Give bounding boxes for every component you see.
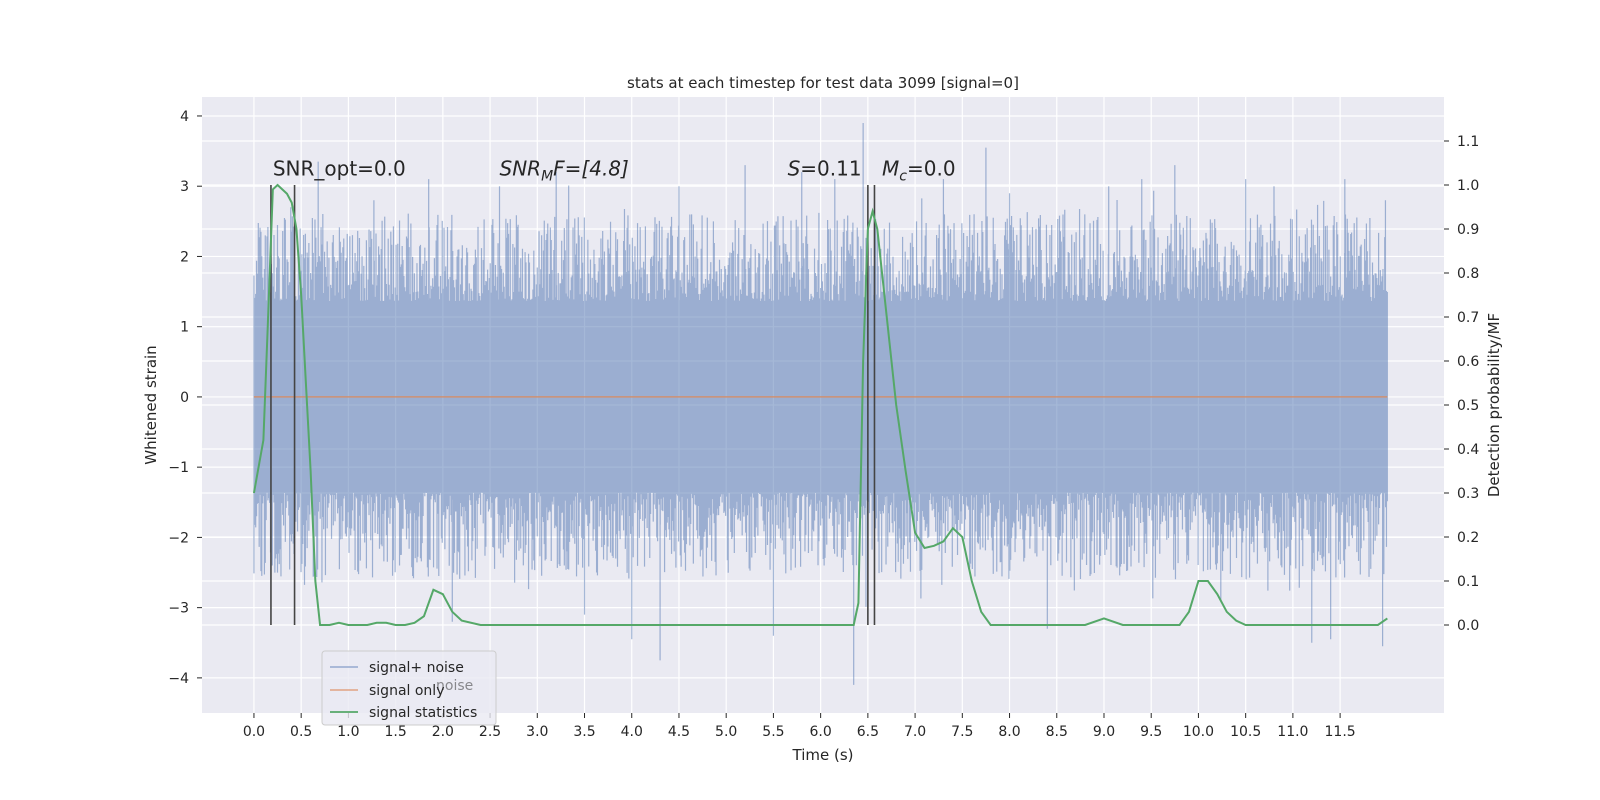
right-y-axis: 0.0 0.1 0.2 0.3 0.4 0.5 0.6 0.7 0.8 0.9 1.0 1.1 (1444, 134, 1479, 634)
left-y-axis-label: Whitened strain (142, 345, 160, 464)
right-y-tick-label: 0.3 (1457, 486, 1479, 502)
left-y-tick-label: 3 (180, 179, 189, 195)
legend-ghost-text: noise (436, 678, 473, 694)
right-y-axis-label: Detection probability/MF (1485, 313, 1503, 497)
x-tick-label: 7.0 (904, 724, 926, 740)
signal-noise-series (253, 122, 1388, 685)
x-tick-label: 3.0 (526, 724, 548, 740)
right-y-tick-label: 0.1 (1457, 574, 1479, 590)
chart-title: stats at each timestep for test data 309… (627, 74, 1019, 92)
x-tick-label: 7.5 (951, 724, 973, 740)
x-tick-label: 10.5 (1230, 724, 1261, 740)
x-tick-label: 4.5 (668, 724, 690, 740)
right-y-tick-label: 0.5 (1457, 398, 1479, 414)
x-tick-label: 5.0 (715, 724, 737, 740)
annotation: SNRMF=[4.8] (500, 157, 629, 185)
x-tick-label: 0.0 (243, 724, 265, 740)
right-y-tick-label: 0.0 (1457, 618, 1479, 634)
right-y-tick-label: 0.4 (1457, 442, 1479, 458)
x-tick-label: 9.5 (1140, 724, 1162, 740)
x-tick-label: 5.5 (762, 724, 784, 740)
x-tick-label: 2.5 (479, 724, 501, 740)
signal-noise-trace (253, 122, 1388, 685)
left-y-axis: −4 −3 −2 −1 0 1 2 3 4 (168, 109, 202, 687)
x-tick-label: 8.5 (1046, 724, 1068, 740)
left-y-tick-label: −2 (168, 530, 189, 546)
right-y-tick-label: 1.1 (1457, 134, 1479, 150)
annotations: SNR_opt=0.0 SNRMF=[4.8] S=0.11 Mc=0.0 (273, 157, 956, 185)
x-tick-label: 0.5 (290, 724, 312, 740)
x-tick-label: 3.5 (573, 724, 595, 740)
legend: noise signal+ noise signal only signal s… (321, 650, 497, 726)
annotation: S=0.11 (788, 157, 862, 181)
signal-statistics-series (252, 183, 1388, 626)
x-tick-label: 10.0 (1183, 724, 1214, 740)
left-y-tick-label: 1 (180, 320, 189, 336)
left-y-tick-label: −3 (168, 601, 189, 617)
x-tick-label: 6.0 (810, 724, 832, 740)
x-tick-label: 9.0 (1093, 724, 1115, 740)
legend-label-signal-statistics: signal statistics (369, 705, 477, 721)
legend-box (321, 650, 497, 726)
right-y-tick-label: 0.8 (1457, 266, 1479, 282)
x-tick-label: 8.0 (998, 724, 1020, 740)
annotation: SNR_opt=0.0 (273, 157, 406, 181)
x-tick-label: 2.0 (432, 724, 454, 740)
x-tick-label: 4.0 (621, 724, 643, 740)
legend-label-signal-only: signal only (369, 683, 444, 699)
x-axis: 0.0 0.5 1.0 1.5 2.0 2.5 3.0 3.5 4.0 4.5 5.0 5.5 6.0 6… (243, 713, 1356, 740)
right-y-tick-label: 1.0 (1457, 178, 1479, 194)
x-tick-label: 11.5 (1325, 724, 1356, 740)
right-y-tick-label: 0.7 (1457, 310, 1479, 326)
x-axis-label: Time (s) (792, 746, 854, 764)
x-tick-label: 11.0 (1277, 724, 1308, 740)
annotation: Mc=0.0 (882, 157, 956, 185)
right-y-tick-label: 0.2 (1457, 530, 1479, 546)
left-y-tick-label: 0 (180, 390, 189, 406)
x-tick-label: 1.5 (384, 724, 406, 740)
left-y-tick-label: −1 (168, 460, 189, 476)
signal-statistics-line (252, 183, 1388, 626)
right-y-tick-label: 0.6 (1457, 354, 1479, 370)
x-tick-label: 6.5 (857, 724, 879, 740)
left-y-tick-label: 2 (180, 249, 189, 265)
legend-label-signal-noise: signal+ noise (369, 660, 464, 676)
left-y-tick-label: −4 (168, 671, 189, 687)
x-tick-label: 1.0 (337, 724, 359, 740)
left-y-tick-label: 4 (180, 109, 189, 125)
right-y-tick-label: 0.9 (1457, 222, 1479, 238)
